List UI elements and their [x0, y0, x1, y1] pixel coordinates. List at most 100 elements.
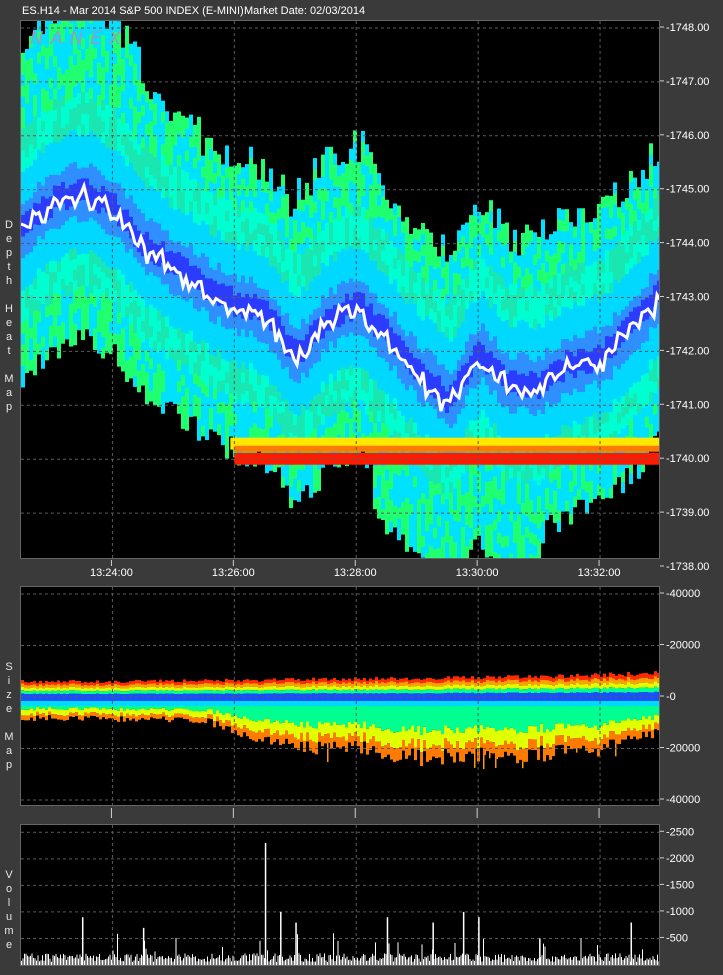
depth-cell: [617, 347, 621, 359]
depth-cell: [525, 418, 529, 430]
depth-cell: [145, 145, 149, 157]
depth-cell: [585, 416, 589, 428]
depth-cell: [385, 404, 389, 416]
depth-cell: [533, 275, 537, 287]
depth-cell: [241, 242, 245, 254]
depth-cell: [37, 267, 41, 280]
depth-cell: [381, 260, 385, 273]
side-label-char: S: [5, 661, 13, 673]
depth-cell: [457, 478, 461, 490]
depth-cell: [473, 312, 477, 324]
depth-cell: [21, 63, 25, 75]
depth-cell: [297, 274, 301, 287]
size-cell: [60, 715, 63, 720]
size-cell: [78, 709, 81, 716]
depth-cell: [285, 463, 289, 475]
depth-cell: [649, 283, 653, 295]
depth-cell: [309, 270, 313, 283]
depth-cell: [417, 229, 421, 241]
depth-cell: [621, 384, 625, 397]
depth-cell: [245, 325, 249, 338]
depth-cell: [457, 305, 461, 318]
depth-cell: [645, 254, 649, 266]
depth-cell: [289, 227, 293, 239]
depth-cell: [197, 181, 201, 193]
depth-cell: [533, 393, 537, 406]
depth-cell: [149, 347, 153, 359]
depth-cell: [85, 285, 89, 298]
depth-cell: [309, 367, 313, 380]
depth-cell: [261, 180, 265, 192]
depth-cell: [489, 200, 493, 212]
depth-cell: [101, 314, 105, 327]
size-cell: [51, 681, 54, 685]
depth-cell: [245, 261, 249, 273]
depth-cell: [209, 148, 213, 160]
depth-cell: [521, 502, 525, 514]
price-tick-label: -1748.00: [666, 22, 709, 34]
depth-cell: [293, 230, 297, 242]
depth-cell: [421, 266, 425, 278]
depth-cell: [85, 124, 89, 136]
depth-cell: [369, 389, 373, 401]
depth-cell: [561, 500, 565, 512]
depth-cell: [365, 165, 369, 178]
depth-cell: [293, 359, 297, 371]
depth-cell: [33, 320, 37, 333]
depth-cell: [641, 407, 645, 419]
side-label-char: H: [5, 303, 13, 315]
depth-cell: [413, 335, 417, 348]
depth-cell: [97, 83, 101, 95]
depth-cell: [201, 338, 205, 351]
depth-cell: [573, 334, 577, 346]
depth-cell: [557, 261, 561, 274]
depth-cell: [209, 278, 213, 290]
depth-cell: [385, 307, 389, 319]
depth-cell: [325, 276, 329, 288]
depth-cell: [161, 122, 165, 134]
depth-cell: [249, 394, 253, 407]
depth-cell: [557, 337, 561, 349]
depth-cell: [649, 358, 653, 371]
depth-cell: [305, 290, 309, 302]
depth-cell: [381, 271, 385, 283]
depth-cell: [157, 158, 161, 170]
depth-cell: [357, 248, 361, 260]
depth-cell: [565, 489, 569, 501]
depth-cell: [185, 387, 189, 399]
volume-tick-label: -1000: [666, 906, 694, 918]
depth-cell: [421, 460, 425, 472]
depth-cell: [133, 106, 137, 118]
depth-cell: [289, 486, 293, 498]
depth-cell: [637, 467, 641, 479]
depth-cell: [301, 275, 305, 287]
depth-cell: [605, 314, 609, 326]
depth-cell: [21, 203, 25, 216]
depth-cell: [477, 308, 481, 321]
depth-cell: [533, 350, 537, 363]
depth-cell: [609, 325, 613, 337]
depth-cell: [61, 127, 65, 139]
depth-cell: [33, 256, 37, 268]
depth-cell: [81, 274, 85, 287]
time-tick-label: 13:26:00: [212, 567, 255, 579]
depth-cell: [557, 412, 561, 425]
depth-cell: [29, 337, 33, 350]
depth-cell: [241, 372, 245, 384]
depth-cell: [629, 203, 633, 215]
depth-cell: [189, 114, 193, 126]
depth-cell: [413, 519, 417, 531]
depth-cell: [445, 261, 449, 273]
depth-cell: [533, 544, 537, 557]
depth-cell: [177, 240, 181, 253]
size-cell: [51, 714, 54, 719]
depth-cell: [305, 463, 309, 475]
depth-cell: [297, 393, 301, 405]
depth-cell: [21, 182, 25, 194]
depth-cell: [581, 219, 585, 231]
depth-cell: [609, 293, 613, 305]
depth-cell: [261, 212, 265, 225]
depth-cell: [89, 21, 93, 24]
depth-cell: [229, 285, 233, 297]
depth-cell: [37, 159, 41, 172]
